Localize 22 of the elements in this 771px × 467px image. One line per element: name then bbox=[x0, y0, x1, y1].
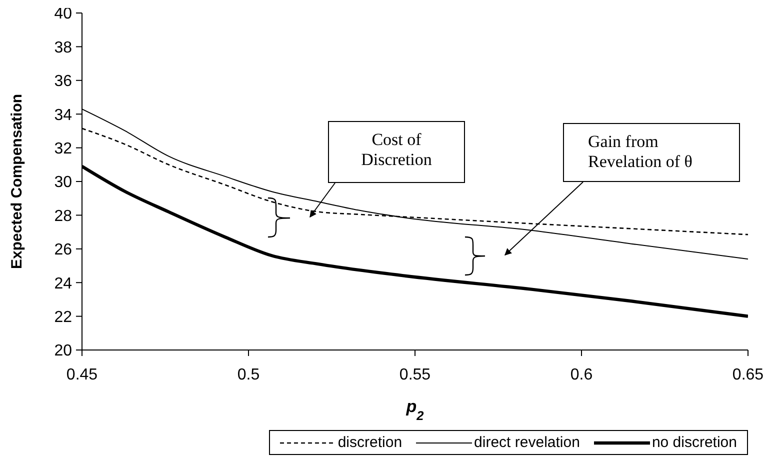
callout-box: Gain from Revelation of θ bbox=[563, 123, 740, 182]
y-tick-label: 38 bbox=[54, 39, 72, 56]
legend-label: no discretion bbox=[652, 434, 737, 451]
y-tick-label: 22 bbox=[54, 308, 72, 326]
x-tick-label: 0.6 bbox=[570, 366, 593, 384]
x-axis-title: p$_{2}$ bbox=[405, 397, 424, 422]
y-tick-label: 20 bbox=[54, 342, 72, 360]
y-tick-label: 30 bbox=[54, 174, 72, 192]
y-axis-title: Expected Compensation bbox=[8, 94, 26, 270]
legend-label: direct revelation bbox=[474, 434, 580, 451]
legend-label: discretion bbox=[338, 434, 402, 451]
y-tick-label: 36 bbox=[54, 73, 72, 90]
x-tick-label: 0.5 bbox=[237, 366, 260, 384]
callout-box: Cost of Discretion bbox=[328, 121, 465, 183]
x-tick-label: 0.65 bbox=[732, 366, 764, 384]
y-tick-label: 26 bbox=[54, 242, 72, 259]
y-tick-label: 34 bbox=[54, 106, 72, 124]
y-tick-label: 28 bbox=[54, 208, 72, 225]
y-tick-label: 32 bbox=[54, 140, 72, 158]
x-tick-label: 0.45 bbox=[66, 366, 98, 384]
x-tick-label: 0.55 bbox=[399, 366, 431, 384]
y-tick-label: 24 bbox=[54, 275, 72, 292]
